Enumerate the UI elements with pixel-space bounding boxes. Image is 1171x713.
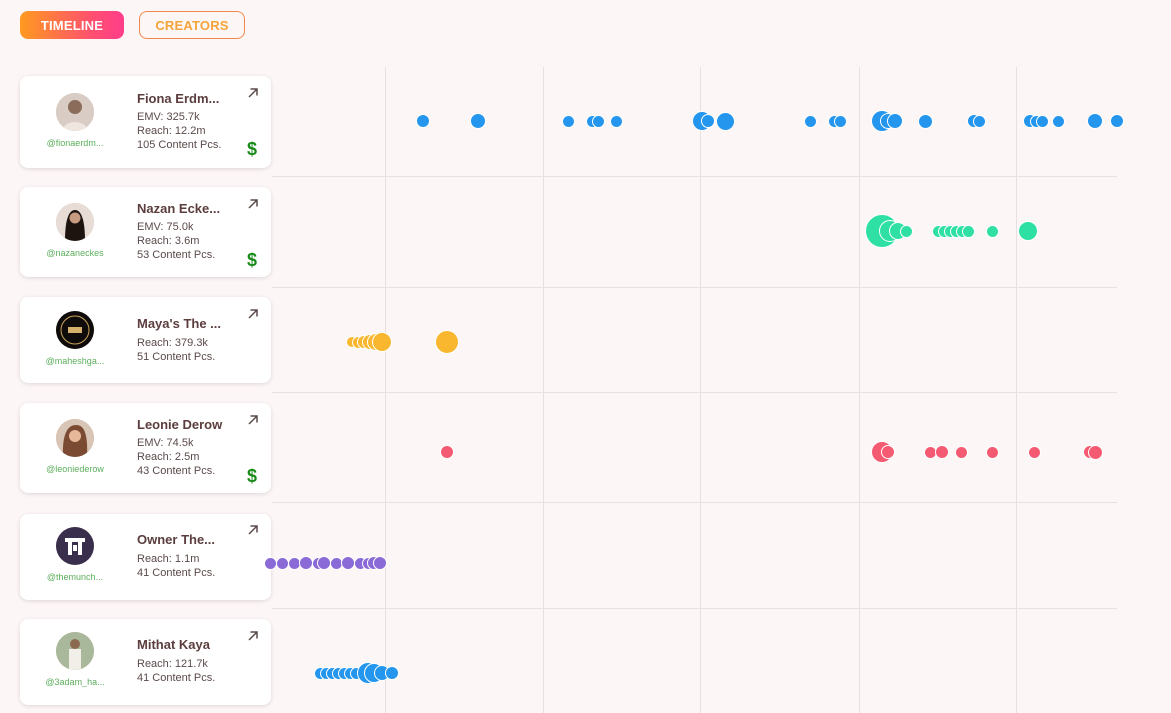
content-dot[interactable] — [961, 224, 975, 238]
content-dot[interactable] — [385, 666, 399, 680]
content-dot[interactable] — [591, 114, 605, 128]
avatar — [56, 527, 94, 565]
creator-content-count: 41 Content Pcs. — [137, 567, 216, 579]
creator-reach: Reach: 121.7k — [137, 658, 208, 670]
creator-card-owner[interactable]: @themunch... Owner The... Reach: 1.1m 41… — [20, 514, 271, 600]
avatar — [56, 632, 94, 670]
avatar — [56, 419, 94, 457]
content-dot[interactable] — [372, 332, 392, 352]
creator-emv: EMV: 74.5k — [137, 437, 194, 449]
content-dot[interactable] — [985, 445, 999, 459]
content-dot[interactable] — [561, 114, 575, 128]
content-dot[interactable] — [1110, 114, 1124, 128]
creator-reach: Reach: 1.1m — [137, 553, 200, 565]
content-dot[interactable] — [715, 111, 735, 131]
paid-dollar-icon: $ — [247, 466, 258, 486]
content-dot[interactable] — [275, 556, 289, 570]
content-dot[interactable] — [985, 224, 999, 238]
content-dot[interactable] — [899, 224, 913, 238]
creator-emv: EMV: 325.7k — [137, 111, 200, 123]
content-dot[interactable] — [1087, 444, 1103, 460]
creator-card-leonie[interactable]: @leoniederow Leonie Derow EMV: 74.5k Rea… — [20, 403, 271, 493]
content-dot[interactable] — [416, 114, 430, 128]
content-dot[interactable] — [373, 556, 387, 570]
content-dot[interactable] — [935, 445, 949, 459]
open-external-icon[interactable] — [246, 197, 260, 211]
view-tabs: TIMELINE CREATORS — [20, 11, 245, 39]
avatar — [56, 311, 94, 349]
content-dot[interactable] — [440, 445, 454, 459]
content-dot[interactable] — [263, 556, 277, 570]
content-dot[interactable] — [1087, 113, 1103, 129]
content-dot[interactable] — [1051, 114, 1065, 128]
avatar — [56, 203, 94, 241]
open-external-icon[interactable] — [246, 629, 260, 643]
creator-reach: Reach: 379.3k — [137, 337, 208, 349]
creator-card-nazan[interactable]: @nazaneckes Nazan Ecke... EMV: 75.0k Rea… — [20, 187, 271, 277]
creator-card-maya[interactable]: @maheshga... Maya's The ... Reach: 379.3… — [20, 297, 271, 383]
content-dot[interactable] — [1035, 114, 1049, 128]
content-dot[interactable] — [954, 445, 968, 459]
content-dot[interactable] — [1027, 445, 1041, 459]
content-dot[interactable] — [881, 445, 895, 459]
creator-card-mithat[interactable]: @3adam_ha... Mithat Kaya Reach: 121.7k 4… — [20, 619, 271, 705]
content-dot[interactable] — [299, 556, 313, 570]
paid-dollar-icon: $ — [247, 250, 258, 270]
content-dot[interactable] — [341, 556, 355, 570]
open-external-icon[interactable] — [246, 413, 260, 427]
creator-reach: Reach: 2.5m — [137, 451, 200, 463]
creator-content-count: 51 Content Pcs. — [137, 351, 216, 363]
paid-dollar-icon: $ — [247, 139, 258, 159]
open-external-icon[interactable] — [246, 523, 260, 537]
content-dot[interactable] — [470, 113, 486, 129]
open-external-icon[interactable] — [246, 307, 260, 321]
content-dot[interactable] — [317, 556, 331, 570]
content-dot[interactable] — [972, 114, 986, 128]
open-external-icon[interactable] — [246, 86, 260, 100]
creator-content-count: 41 Content Pcs. — [137, 672, 216, 684]
content-dot[interactable] — [609, 114, 623, 128]
content-dot[interactable] — [1018, 221, 1038, 241]
creator-content-count: 53 Content Pcs. — [137, 249, 216, 261]
content-dot[interactable] — [435, 330, 459, 354]
creator-card-fiona[interactable]: @fionaerdm... Fiona Erdm... EMV: 325.7k … — [20, 76, 271, 168]
content-dot[interactable] — [833, 114, 847, 128]
creator-reach: Reach: 3.6m — [137, 235, 200, 247]
content-dot[interactable] — [803, 114, 817, 128]
avatar — [56, 93, 94, 131]
tab-creators[interactable]: CREATORS — [139, 11, 245, 39]
creator-emv: EMV: 75.0k — [137, 221, 194, 233]
tab-timeline[interactable]: TIMELINE — [20, 11, 124, 39]
creator-content-count: 105 Content Pcs. — [137, 139, 222, 151]
creator-reach: Reach: 12.2m — [137, 125, 206, 137]
content-dot[interactable] — [701, 114, 715, 128]
content-dot[interactable] — [887, 113, 903, 129]
creator-content-count: 43 Content Pcs. — [137, 465, 216, 477]
content-dot[interactable] — [917, 113, 933, 129]
